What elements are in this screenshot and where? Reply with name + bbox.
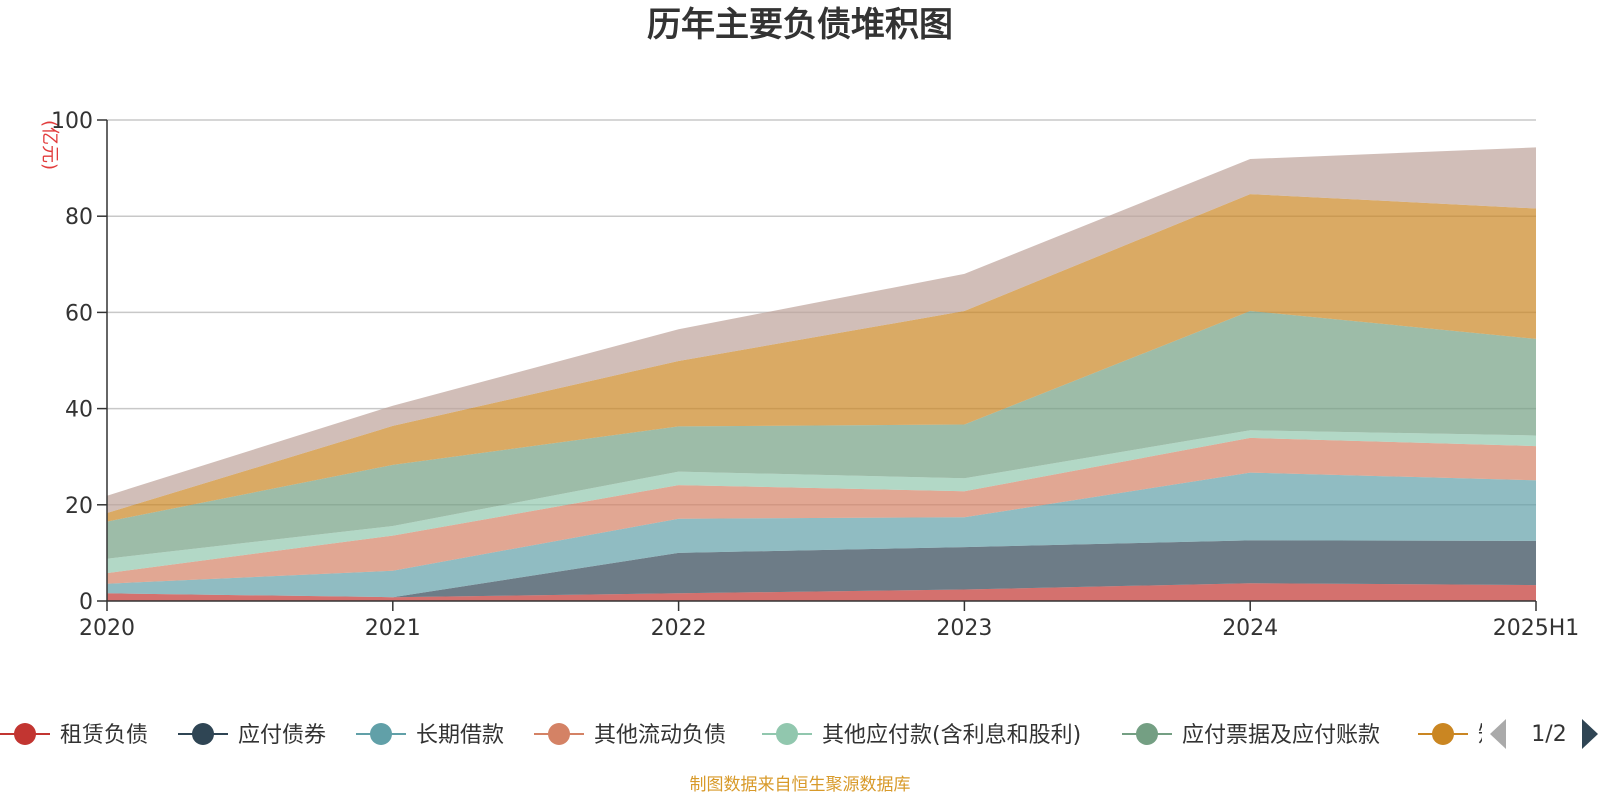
x-tick-label-2: 2022 — [651, 616, 707, 641]
legend-label-4: 其他应付款(含利息和股利) — [822, 723, 1081, 748]
legend-item-6[interactable]: 短期借款 — [1418, 723, 1566, 748]
y-unit-label: (亿元) — [39, 120, 60, 170]
area-series-3[interactable] — [107, 437, 1536, 584]
legend-prev-icon[interactable] — [1490, 719, 1506, 749]
legend-marker-5 — [1136, 723, 1158, 745]
legend-item-2[interactable]: 长期借款 — [356, 723, 504, 748]
legend-item-5[interactable]: 应付票据及应付账款 — [1122, 723, 1380, 748]
legend-marker-0 — [14, 723, 36, 745]
legend-item-0[interactable]: 租赁负债 — [0, 723, 148, 748]
data-source-note: 制图数据来自恒生聚源数据库 — [690, 775, 911, 795]
legend-label-6: 短期借款 — [1478, 723, 1566, 748]
axes: 0 20 40 60 80 100 2020 2021 2022 2023 2024 2025H1 — [51, 109, 1579, 641]
x-tick-label-5: 2025H1 — [1493, 616, 1580, 641]
legend-label-5: 应付票据及应付账款 — [1182, 723, 1380, 748]
area-series-7[interactable] — [107, 147, 1536, 513]
legend-label-2: 长期借款 — [416, 723, 504, 748]
y-tick-label-5: 100 — [51, 109, 93, 134]
area-series-6[interactable] — [107, 194, 1536, 522]
x-tick-label-3: 2023 — [936, 616, 992, 641]
y-tick-label-3: 60 — [65, 301, 93, 326]
y-tick-label-2: 40 — [65, 398, 93, 423]
legend-label-1: 应付债券 — [238, 723, 326, 748]
legend-marker-3 — [548, 723, 570, 745]
area-series-1[interactable] — [107, 540, 1536, 598]
legend-marker-1 — [192, 723, 214, 745]
legend-item-1[interactable]: 应付债券 — [178, 723, 326, 748]
legend-label-0: 租赁负债 — [60, 723, 148, 748]
legend-marker-2 — [370, 723, 392, 745]
y-tick-label-0: 0 — [79, 590, 93, 615]
legend-item-3[interactable]: 其他流动负债 — [534, 723, 726, 748]
legend-items: 租赁负债 应付债券 长期借款 其他流动负债 其他应付款(含利息和股利) 应付票据及应付账款… — [0, 723, 1566, 748]
y-tick-label-4: 80 — [65, 205, 93, 230]
legend-pager: 1/2 — [1490, 719, 1598, 749]
area-series-5[interactable] — [107, 311, 1536, 559]
legend-next-icon[interactable] — [1582, 719, 1598, 749]
legend-marker-6 — [1432, 723, 1454, 745]
area-series-0[interactable] — [107, 583, 1536, 601]
stacked-areas — [107, 147, 1536, 601]
legend-marker-4 — [776, 723, 798, 745]
area-series-2[interactable] — [107, 472, 1536, 598]
legend: 租赁负债 应付债券 长期借款 其他流动负债 其他应付款(含利息和股利) 应付票据及应付账款… — [0, 723, 1566, 748]
chart-title: 历年主要负债堆积图 — [647, 5, 953, 45]
legend-item-4[interactable]: 其他应付款(含利息和股利) — [762, 723, 1081, 748]
x-tick-label-4: 2024 — [1222, 616, 1278, 641]
legend-page-indicator: 1/2 — [1531, 722, 1566, 747]
legend-label-3: 其他流动负债 — [594, 723, 726, 748]
x-tick-label-0: 2020 — [79, 616, 135, 641]
y-tick-label-1: 20 — [65, 494, 93, 519]
x-tick-label-1: 2021 — [365, 616, 421, 641]
